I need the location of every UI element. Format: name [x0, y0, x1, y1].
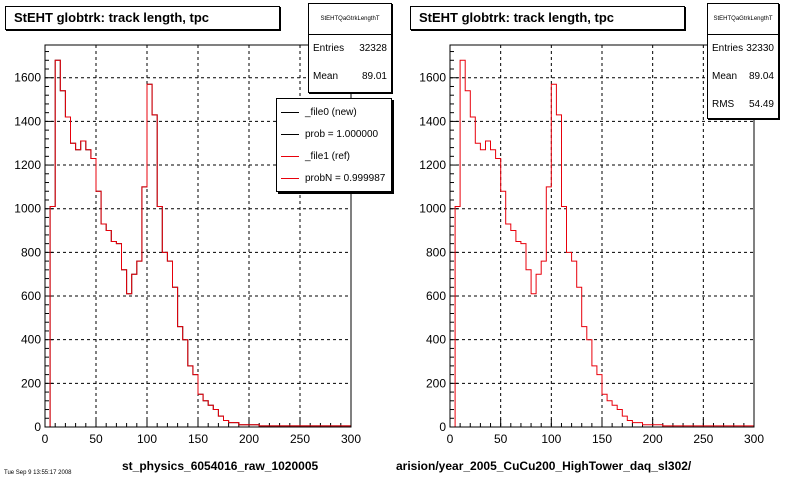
right-x-tick-label: 150: [592, 432, 612, 446]
right-y-tick-label: 400: [426, 333, 446, 347]
right-stats-entries-label: Entries: [712, 43, 744, 54]
right-y-tick-label: 200: [426, 376, 446, 390]
legend-line-prob: [281, 133, 299, 135]
legend-entry-ref: _file1 (ref): [277, 145, 391, 167]
right-stats-rms-label: RMS: [712, 99, 735, 110]
left-y-tick-label: 600: [21, 289, 41, 303]
right-plot-frame: [449, 44, 755, 428]
left-stats-box: StEHTQaGtrkLengthT Entries 32328 Mean 89…: [308, 3, 392, 93]
legend-line-new: [281, 111, 299, 113]
left-legend: _file0 (new) prob = 1.000000 _file1 (ref…: [276, 98, 392, 192]
left-y-tick-label: 1400: [14, 114, 41, 128]
left-y-tick-label: 200: [21, 376, 41, 390]
right-stats-entries: Entries 32330: [708, 35, 778, 63]
left-x-tick-label: 200: [239, 432, 259, 446]
right-y-tick-label: 1400: [419, 114, 446, 128]
left-x-tick-label: 50: [89, 432, 103, 446]
right-stats-mean: Mean 89.04: [708, 63, 778, 91]
right-y-tick-label: 600: [426, 289, 446, 303]
left-x-tick-label: 100: [137, 432, 157, 446]
legend-label-prob: prob = 1.000000: [305, 128, 379, 140]
left-x-tick-label: 300: [341, 432, 361, 446]
right-stats-mean-value: 89.04: [748, 71, 774, 82]
right-y-tick-label: 1000: [419, 202, 446, 216]
right-x-tick-label: 250: [693, 432, 713, 446]
left-y-tick-label: 1600: [14, 71, 41, 85]
left-y-tick-label: 400: [21, 333, 41, 347]
right-stats-box: StEHTQaGtrkLengthT Entries 32330 Mean 89…: [707, 3, 779, 119]
right-stats-rms-value: 54.49: [748, 99, 774, 110]
right-y-tick-label: 1200: [419, 158, 446, 172]
left-stats-mean-label: Mean: [313, 71, 339, 82]
timestamp-footnote: Tue Sep 9 13:55:17 2008: [4, 470, 72, 476]
right-y-tick-label: 800: [426, 245, 446, 259]
right-chart-title: StEHT globtrk: track length, tpc: [410, 6, 685, 30]
left-x-tick-label: 250: [290, 432, 310, 446]
left-stats-mean: Mean 89.01: [309, 63, 391, 91]
right-chart-title-text: StEHT globtrk: track length, tpc: [419, 10, 615, 25]
right-stats-entries-value: 32330: [746, 43, 774, 54]
legend-entry-new: _file0 (new): [277, 101, 391, 123]
left-x-tick-label: 0: [42, 432, 49, 446]
left-y-tick-label: 0: [34, 420, 41, 434]
legend-entry-probn: probN = 0.999987: [277, 167, 391, 189]
right-x-tick-label: 0: [447, 432, 454, 446]
right-y-tick-label: 0: [439, 420, 446, 434]
left-y-tick-label: 1200: [14, 158, 41, 172]
legend-entry-prob: prob = 1.000000: [277, 123, 391, 145]
left-plot-frame: [44, 44, 352, 428]
right-histogram-series-0: [450, 59, 754, 428]
legend-label-ref: _file1 (ref): [305, 150, 351, 162]
left-chart-title: StEHT globtrk: track length, tpc: [5, 6, 280, 30]
left-stats-name: StEHTQaGtrkLengthT: [309, 4, 391, 35]
right-stats-rms: RMS 54.49: [708, 91, 778, 118]
left-stats-entries-value: 32328: [359, 43, 387, 54]
right-x-tick-label: 100: [541, 432, 561, 446]
legend-label-new: _file0 (new): [305, 106, 357, 118]
left-stats-mean-value: 89.01: [361, 71, 387, 82]
left-stats-entries: Entries 32328: [309, 35, 391, 63]
left-y-tick-label: 1000: [14, 202, 41, 216]
legend-label-probn: probN = 0.999987: [305, 172, 386, 184]
legend-line-probn: [281, 177, 299, 179]
left-x-tick-label: 150: [188, 432, 208, 446]
right-stats-name: StEHTQaGtrkLengthT: [708, 4, 778, 35]
legend-line-ref: [281, 155, 299, 157]
left-chart-title-text: StEHT globtrk: track length, tpc: [14, 10, 210, 25]
right-y-tick-label: 1600: [419, 71, 446, 85]
left-histogram-file1-ref: [45, 59, 351, 428]
right-x-axis-name: arision/year_2005_CuCu200_HighTower_daq_…: [396, 459, 692, 473]
right-stats-mean-label: Mean: [712, 71, 738, 82]
left-x-axis-name: st_physics_6054016_raw_1020005: [122, 459, 319, 473]
left-y-tick-label: 800: [21, 245, 41, 259]
right-x-tick-label: 50: [494, 432, 508, 446]
right-x-tick-label: 300: [744, 432, 764, 446]
right-x-tick-label: 200: [643, 432, 663, 446]
left-stats-entries-label: Entries: [313, 43, 345, 54]
